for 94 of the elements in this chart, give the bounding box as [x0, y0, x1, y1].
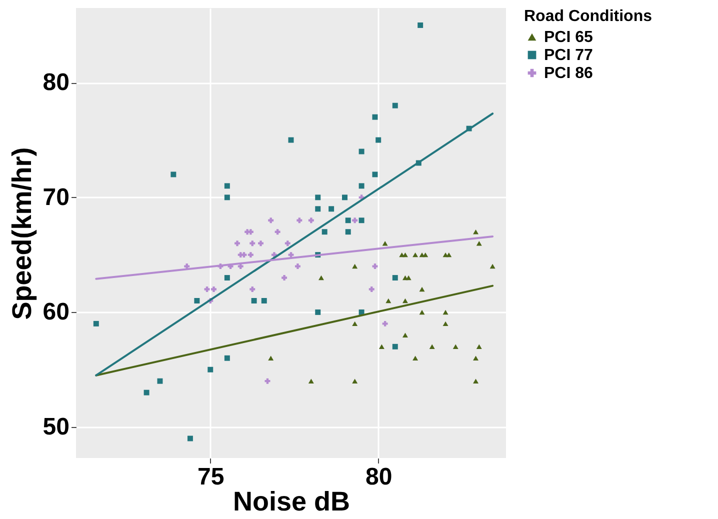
point: [234, 240, 240, 246]
point: [208, 366, 214, 372]
point: [378, 344, 384, 350]
point: [288, 137, 294, 143]
point: [187, 436, 193, 442]
point: [322, 229, 328, 235]
point: [442, 310, 448, 315]
point: [284, 240, 290, 246]
point: [476, 240, 482, 246]
point: [345, 218, 351, 224]
point: [402, 252, 408, 258]
point: [328, 206, 334, 212]
point: [418, 22, 424, 28]
legend-label: PCI 65: [544, 29, 594, 46]
point: [358, 183, 364, 189]
point: [419, 286, 425, 292]
legend-label: PCI 86: [544, 65, 594, 82]
point: [204, 286, 210, 292]
point: [250, 240, 256, 246]
point: [419, 310, 425, 315]
point: [224, 183, 230, 189]
point: [473, 378, 479, 384]
y-tick-label: 70: [42, 184, 70, 211]
point: [342, 194, 348, 200]
y-axis-title: Speed(km/hr): [6, 147, 37, 320]
y-tick-label: 50: [42, 414, 70, 441]
point: [288, 252, 294, 258]
point: [429, 344, 435, 350]
point: [442, 321, 448, 326]
point: [157, 378, 163, 384]
point: [315, 206, 321, 212]
point: [352, 378, 358, 384]
point: [345, 229, 351, 235]
point: [392, 102, 398, 108]
point: [352, 264, 358, 269]
point: [224, 194, 230, 200]
point: [308, 378, 314, 384]
point: [224, 275, 230, 281]
point: [386, 298, 392, 304]
point: [268, 356, 274, 360]
point: [294, 264, 300, 270]
point: [296, 218, 302, 224]
legend-label: PCI 77: [544, 47, 594, 64]
point: [473, 356, 479, 360]
point: [446, 252, 452, 258]
point: [251, 298, 257, 304]
point: [194, 298, 200, 304]
point: [268, 218, 274, 224]
point: [402, 298, 408, 304]
point: [412, 356, 418, 360]
x-axis-title: Noise dB: [232, 486, 350, 516]
point: [422, 252, 428, 258]
point: [282, 275, 288, 281]
point: [264, 378, 270, 384]
y-tick-label: 80: [42, 69, 70, 96]
point: [315, 309, 321, 315]
point: [248, 252, 254, 258]
point: [315, 194, 321, 200]
point: [490, 264, 496, 269]
point: [170, 172, 176, 178]
point: [382, 240, 388, 246]
point: [402, 332, 408, 338]
point: [274, 229, 280, 235]
point: [368, 286, 374, 292]
point: [406, 275, 412, 280]
point: [352, 218, 358, 224]
point: [392, 344, 398, 350]
point: [308, 218, 314, 224]
point: [382, 320, 388, 326]
x-tick-label: 75: [198, 464, 224, 490]
point: [224, 355, 230, 361]
point: [392, 275, 398, 281]
point: [258, 240, 264, 246]
point: [144, 390, 150, 396]
point: [261, 298, 267, 304]
legend-title: Road Conditions: [524, 8, 652, 25]
point: [352, 321, 358, 326]
point: [210, 286, 216, 292]
point: [241, 252, 247, 258]
point: [412, 252, 418, 258]
point: [250, 286, 256, 292]
point: [358, 148, 364, 154]
point: [93, 320, 99, 326]
point: [473, 229, 479, 234]
point: [318, 275, 324, 280]
point: [372, 264, 378, 270]
point: [476, 344, 482, 350]
point: [372, 114, 378, 120]
point: [452, 344, 458, 350]
y-tick-label: 60: [42, 298, 70, 326]
point: [372, 172, 378, 178]
point: [376, 137, 382, 143]
point: [238, 264, 244, 270]
point: [358, 218, 364, 224]
